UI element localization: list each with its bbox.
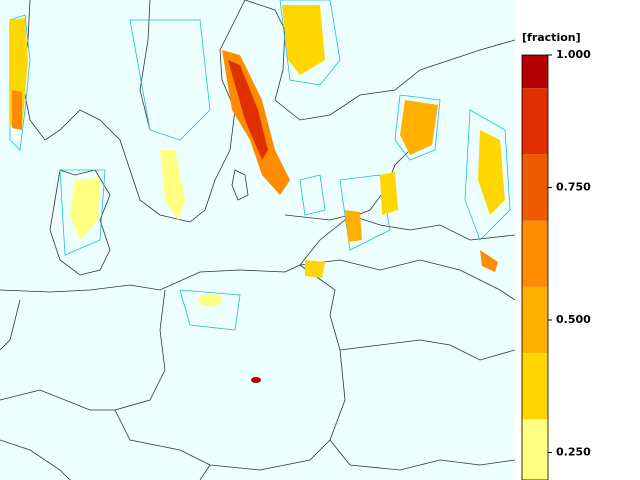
colorbar-bin [522, 220, 548, 287]
colorbar: 1.000 0.750 0.500 0.250 [521, 48, 591, 480]
field-patch [478, 130, 505, 215]
coastline [0, 149, 411, 293]
map-background [0, 0, 515, 480]
field-patch [12, 90, 22, 130]
border [114, 264, 346, 471]
colorbar-frame [521, 54, 549, 480]
colorbar-bin [522, 88, 548, 155]
field-patch [380, 172, 398, 215]
field-patch [70, 178, 100, 240]
field-patch [251, 377, 261, 383]
colorbar-tick-label: 1.000 [556, 48, 591, 61]
fraction-field [10, 5, 505, 383]
field-patch [228, 60, 268, 160]
field-patch [198, 294, 222, 306]
island [231, 169, 249, 201]
border [0, 214, 516, 480]
field-patch [282, 5, 325, 75]
contours [9, 0, 511, 331]
colorbar-tick-label: 0.250 [556, 446, 591, 459]
field-patch [480, 250, 498, 272]
colorbar-bin [522, 286, 548, 354]
colorbar-bin [522, 154, 548, 221]
field-patch [400, 100, 438, 155]
field-patch [305, 260, 325, 278]
colorbar-bin [522, 353, 548, 420]
field-patch [345, 210, 362, 242]
colorbar-label: [fraction] [522, 31, 581, 44]
colorbar-tick-label: 0.750 [556, 181, 591, 194]
contour [9, 0, 511, 331]
field-patch [160, 150, 185, 220]
colorbar-tick-label: 0.500 [556, 313, 591, 326]
colorbar-bin [522, 419, 548, 480]
colorbar-bin [522, 55, 548, 89]
coastline [21, 0, 246, 223]
coastline [49, 169, 111, 276]
